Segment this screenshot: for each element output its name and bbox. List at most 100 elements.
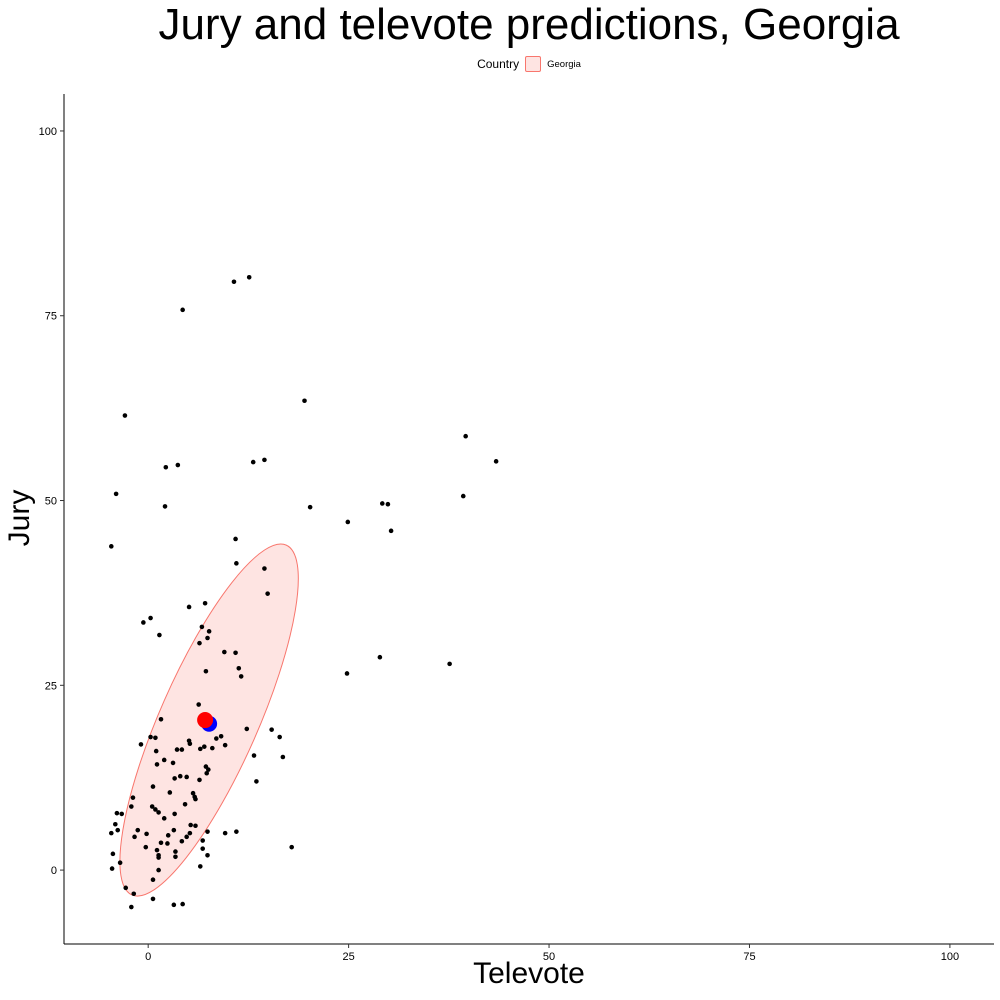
scatter-point <box>132 834 137 840</box>
scatter-point <box>196 702 201 707</box>
scatter-point <box>222 742 228 748</box>
scatter-point <box>119 811 125 817</box>
scatter-point <box>246 275 252 280</box>
scatter-point <box>210 745 215 751</box>
scatter-point <box>173 854 178 860</box>
scatter-point <box>244 726 250 732</box>
scatter-point <box>202 600 208 606</box>
scatter-point <box>193 823 198 829</box>
y-tick-label: 75 <box>45 311 57 323</box>
scatter-point <box>170 760 176 766</box>
scatter-point <box>202 744 207 749</box>
scatter-point <box>167 790 173 795</box>
scatter-point <box>165 833 171 838</box>
scatter-point <box>122 413 128 418</box>
scatter-point <box>158 717 164 722</box>
scatter-point <box>187 741 193 746</box>
x-tick-label: 0 <box>145 951 151 963</box>
scatter-point <box>345 519 351 525</box>
scatter-point <box>251 753 257 758</box>
scatter-point <box>236 666 242 671</box>
scatter-point <box>250 459 256 465</box>
scatter-point <box>175 462 181 468</box>
y-tick-label: 50 <box>45 496 57 508</box>
scatter-point <box>199 624 205 630</box>
scatter-point <box>206 767 211 772</box>
scatter-point <box>114 810 120 816</box>
scatter-point <box>463 433 468 439</box>
scatter-point <box>377 654 383 660</box>
legend-swatch-georgia <box>525 56 542 72</box>
scatter-point <box>109 544 114 549</box>
scatter-point <box>162 504 168 509</box>
scatter-point <box>173 849 178 854</box>
scatter-point <box>447 661 452 667</box>
scatter-point <box>131 891 137 897</box>
scatter-point <box>187 830 193 836</box>
scatter-point <box>109 830 114 836</box>
scatter-point <box>154 762 160 767</box>
scatter-point <box>234 829 239 834</box>
scatter-point <box>280 754 286 760</box>
scatter-point <box>205 829 210 834</box>
scatter-point <box>165 841 170 846</box>
scatter-point <box>269 727 274 732</box>
scatter-point <box>460 493 466 499</box>
scatter-point <box>129 804 134 809</box>
scatter-point <box>113 491 119 497</box>
scatter-point <box>163 464 169 470</box>
legend: Country Georgia <box>0 56 1000 72</box>
scatter-point <box>197 640 202 646</box>
x-tick-label: 100 <box>941 951 959 963</box>
scatter-point <box>182 802 188 807</box>
scatter-point <box>130 795 136 800</box>
scatter-point <box>115 827 121 833</box>
x-tick-label: 50 <box>543 951 555 963</box>
x-tick-label: 25 <box>342 951 354 963</box>
scatter-point <box>150 784 156 789</box>
scatter-point <box>109 866 115 871</box>
scatter-point <box>205 635 210 641</box>
legend-label-georgia: Georgia <box>547 58 581 70</box>
scatter-point <box>138 742 144 747</box>
scatter-point <box>307 504 313 510</box>
scatter-point <box>141 620 146 625</box>
scatter-point <box>265 591 270 596</box>
y-tick-label: 25 <box>45 680 57 692</box>
y-axis-label: Jury <box>3 489 36 547</box>
scatter-point <box>150 896 156 902</box>
scatter-point <box>179 747 185 752</box>
scatter-point <box>238 674 244 679</box>
scatter-point <box>205 853 210 858</box>
scatter-point <box>157 632 162 638</box>
scatter-point <box>197 777 202 783</box>
scatter-point <box>186 604 192 610</box>
scatter-point <box>493 459 499 464</box>
scatter-point <box>214 736 219 741</box>
mean-point-red <box>197 712 214 729</box>
scatter-point <box>153 748 159 754</box>
scatter-point <box>233 536 238 542</box>
scatter-point <box>262 566 267 571</box>
scatter-point <box>161 816 167 821</box>
scatter-point <box>218 734 224 739</box>
scatter-point <box>231 279 237 285</box>
y-tick-label: 100 <box>39 126 57 138</box>
scatter-point <box>222 830 228 836</box>
x-axis-label: Televote <box>473 957 585 990</box>
legend-title: Country <box>477 57 520 71</box>
scatter-point <box>158 840 164 846</box>
scatter-point <box>117 860 123 865</box>
scatter-point <box>200 838 205 843</box>
scatter-point <box>188 822 193 828</box>
scatter-point <box>129 904 134 910</box>
scatter-point <box>113 821 118 827</box>
scatter-point <box>197 864 203 869</box>
scatter-point <box>123 885 129 891</box>
x-tick-label: 75 <box>743 951 755 963</box>
scatter-point <box>110 851 116 857</box>
scatter-point <box>289 844 294 850</box>
scatter-point <box>171 902 177 908</box>
scatter-point <box>179 838 185 844</box>
scatter-point <box>156 867 161 873</box>
